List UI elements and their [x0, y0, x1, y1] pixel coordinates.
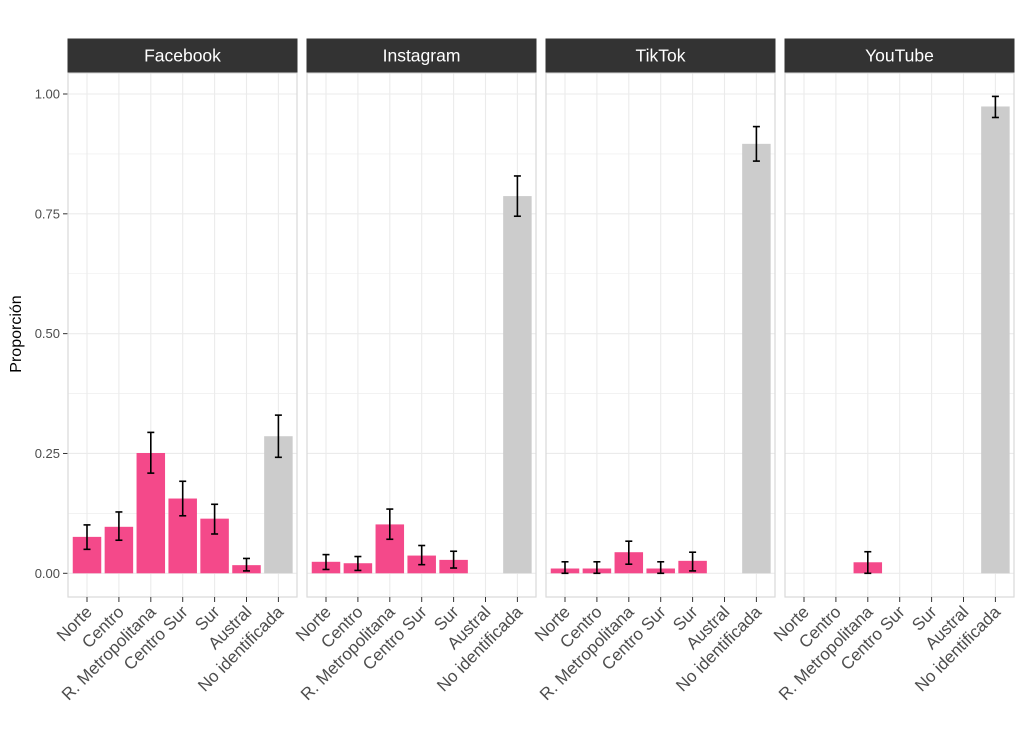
y-axis: 0.00 0.25 0.50 0.75 1.00: [35, 87, 68, 581]
y-tick-label: 0.25: [35, 446, 60, 461]
facet-strip: [784, 38, 1015, 73]
facet-strip-label: TikTok: [636, 46, 686, 66]
error-bar: [322, 553, 330, 571]
error-bar: [513, 175, 521, 218]
bar-no-identificada: [981, 106, 1010, 574]
error-bar: [689, 551, 697, 572]
y-axis-title: Proporción: [8, 295, 25, 372]
facet-strip-label: Instagram: [383, 46, 461, 66]
error-bar: [179, 480, 187, 517]
error-bar: [147, 431, 155, 474]
error-bar: [593, 560, 601, 575]
y-tick-label: 1.00: [35, 87, 60, 102]
error-bar: [386, 508, 394, 541]
y-tick-label: 0.50: [35, 326, 60, 341]
error-bar: [243, 557, 250, 572]
error-bar: [115, 511, 123, 542]
bar-no-identificada: [503, 196, 532, 574]
error-bar: [450, 550, 458, 569]
facet-strip: [545, 38, 776, 73]
error-bar: [354, 555, 362, 572]
facet-strip: [306, 38, 537, 73]
facet-strip: [67, 38, 298, 73]
bar-no-identificada: [742, 143, 771, 574]
error-bar: [752, 125, 760, 162]
facet-strip-label: YouTube: [865, 46, 934, 66]
error-bar: [83, 524, 91, 551]
error-bar: [991, 95, 999, 119]
error-bar: [211, 503, 219, 535]
error-bar: [625, 540, 633, 565]
y-tick-label: 0.75: [35, 206, 60, 221]
y-tick-label: 0.00: [35, 566, 60, 581]
error-bar: [418, 544, 426, 566]
error-bar: [864, 550, 872, 575]
bar-no-identificada: [264, 436, 293, 574]
error-bar: [657, 560, 665, 575]
error-bar: [561, 560, 569, 575]
facet-strip-label: Facebook: [144, 46, 221, 66]
error-bar: [274, 414, 282, 459]
